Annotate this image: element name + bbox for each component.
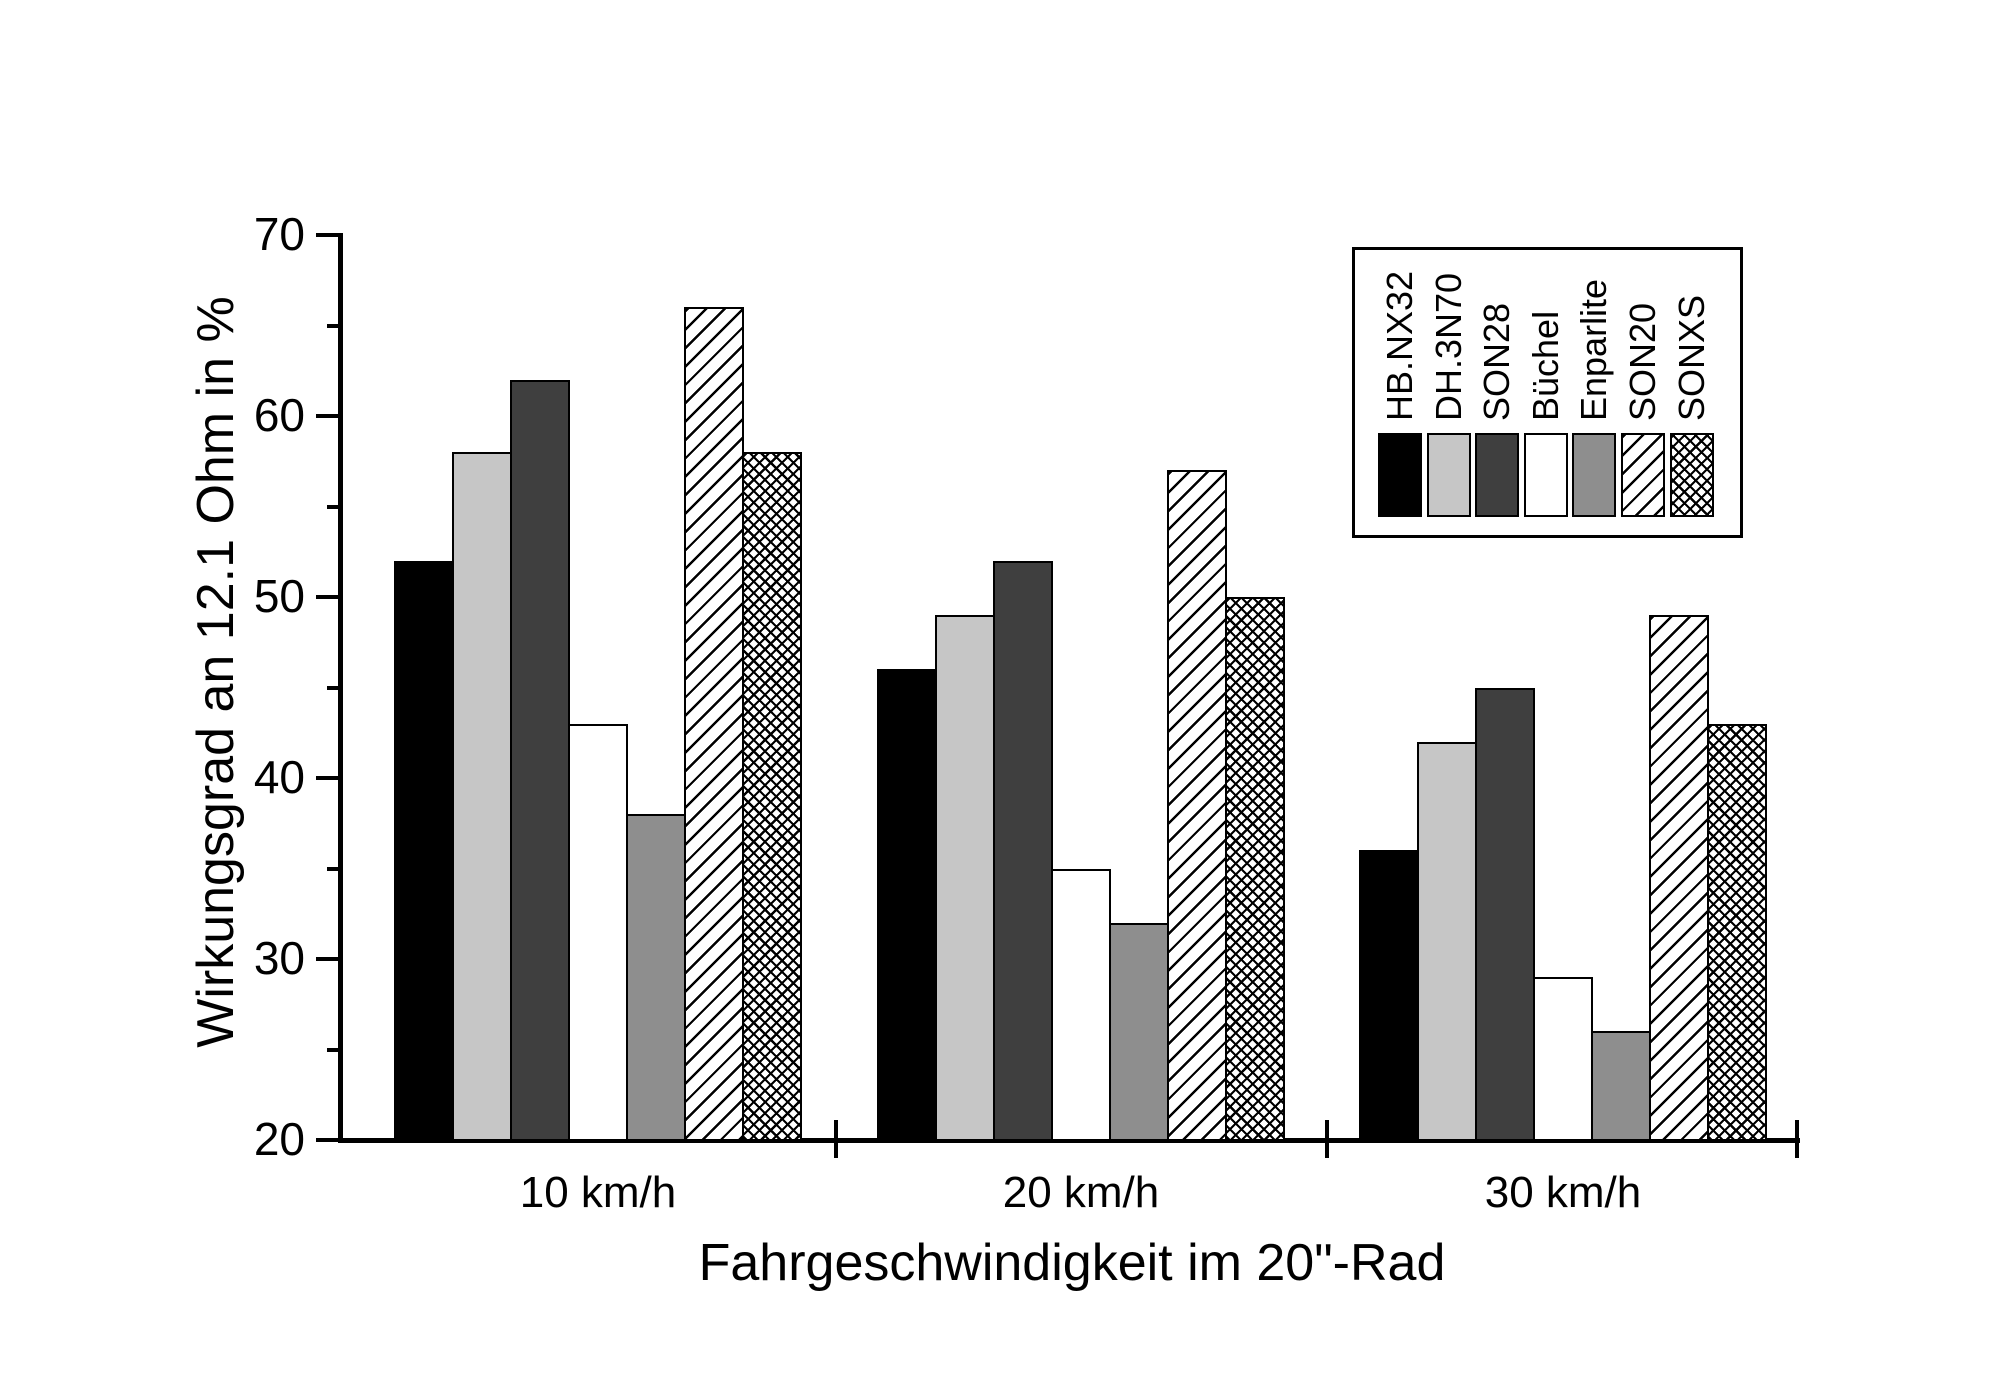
y-minor-tick xyxy=(327,504,340,509)
bar-son20-30-km-h xyxy=(1649,615,1709,1141)
y-tick-label: 60 xyxy=(253,388,305,441)
bar-enparlite-20-km-h xyxy=(1109,922,1169,1141)
y-minor-tick xyxy=(327,866,340,871)
y-axis-title: Wirkungsgrad an 12.1 Ohm in % xyxy=(187,296,245,1048)
y-axis-line xyxy=(338,233,343,1143)
legend-label-dh-3n70: DH.3N70 xyxy=(1427,272,1469,421)
legend-swatch-hb-nx32 xyxy=(1378,433,1422,517)
legend-swatch-enparlite xyxy=(1572,433,1617,517)
bar-sonxs-30-km-h xyxy=(1707,723,1767,1141)
y-major-tick xyxy=(316,957,340,961)
bar-hb-nx32-30-km-h xyxy=(1359,850,1419,1141)
y-minor-tick xyxy=(327,685,340,690)
x-axis-title: Fahrgeschwindigkeit im 20"-Rad xyxy=(698,1234,1446,1292)
bar-dh-3n70-20-km-h xyxy=(935,615,995,1141)
x-axis-tick xyxy=(834,1120,838,1158)
y-major-tick xyxy=(316,233,340,237)
bar-sonxs-10-km-h xyxy=(742,452,802,1141)
y-major-tick xyxy=(316,414,340,418)
x-tick-label-10-km-h: 10 km/h xyxy=(519,1168,677,1217)
bar-son28-30-km-h xyxy=(1475,687,1535,1141)
bar-son20-10-km-h xyxy=(684,307,744,1141)
y-minor-tick xyxy=(327,323,340,328)
bar-dh-3n70-30-km-h xyxy=(1417,741,1477,1141)
y-tick-label: 70 xyxy=(253,207,305,260)
legend-label-son20: SON20 xyxy=(1622,302,1663,421)
x-axis-tick xyxy=(1795,1120,1799,1158)
bar-son20-20-km-h xyxy=(1167,470,1227,1141)
y-tick-label: 30 xyxy=(253,931,305,984)
legend-swatch-dh-3n70 xyxy=(1426,433,1471,517)
bar-enparlite-10-km-h xyxy=(626,814,686,1141)
x-axis-tick xyxy=(1325,1120,1329,1158)
legend-swatch-b-chel xyxy=(1523,433,1568,517)
bar-b-chel-20-km-h xyxy=(1051,868,1111,1141)
y-minor-tick xyxy=(327,1047,340,1052)
x-tick-label-20-km-h: 20 km/h xyxy=(1002,1168,1160,1217)
legend-label-hb-nx32: HB.NX32 xyxy=(1379,270,1420,421)
y-major-tick xyxy=(316,595,340,599)
x-tick-label-30-km-h: 30 km/h xyxy=(1484,1168,1642,1217)
bar-hb-nx32-10-km-h xyxy=(394,560,454,1141)
bar-enparlite-30-km-h xyxy=(1591,1031,1651,1141)
bar-sonxs-20-km-h xyxy=(1225,597,1285,1141)
y-tick-label: 40 xyxy=(253,750,305,803)
y-major-tick xyxy=(316,1138,340,1142)
bar-dh-3n70-10-km-h xyxy=(452,452,512,1141)
bar-b-chel-30-km-h xyxy=(1533,977,1593,1141)
y-major-tick xyxy=(316,776,340,780)
legend-swatch-son20 xyxy=(1621,433,1665,517)
bar-son28-10-km-h xyxy=(510,379,570,1141)
legend-swatch-sonxs xyxy=(1669,433,1714,517)
legend-label-b-chel: Büchel xyxy=(1524,310,1566,421)
legend-label-enparlite: Enparlite xyxy=(1573,278,1615,421)
bar-b-chel-10-km-h xyxy=(568,723,628,1141)
legend-swatch-son28 xyxy=(1475,433,1520,517)
bar-hb-nx32-20-km-h xyxy=(877,669,937,1141)
legend-label-sonxs: SONXS xyxy=(1670,294,1712,421)
y-tick-label: 20 xyxy=(253,1112,305,1165)
y-tick-label: 50 xyxy=(253,569,305,622)
bar-son28-20-km-h xyxy=(993,560,1053,1141)
legend-label-son28: SON28 xyxy=(1476,302,1518,421)
